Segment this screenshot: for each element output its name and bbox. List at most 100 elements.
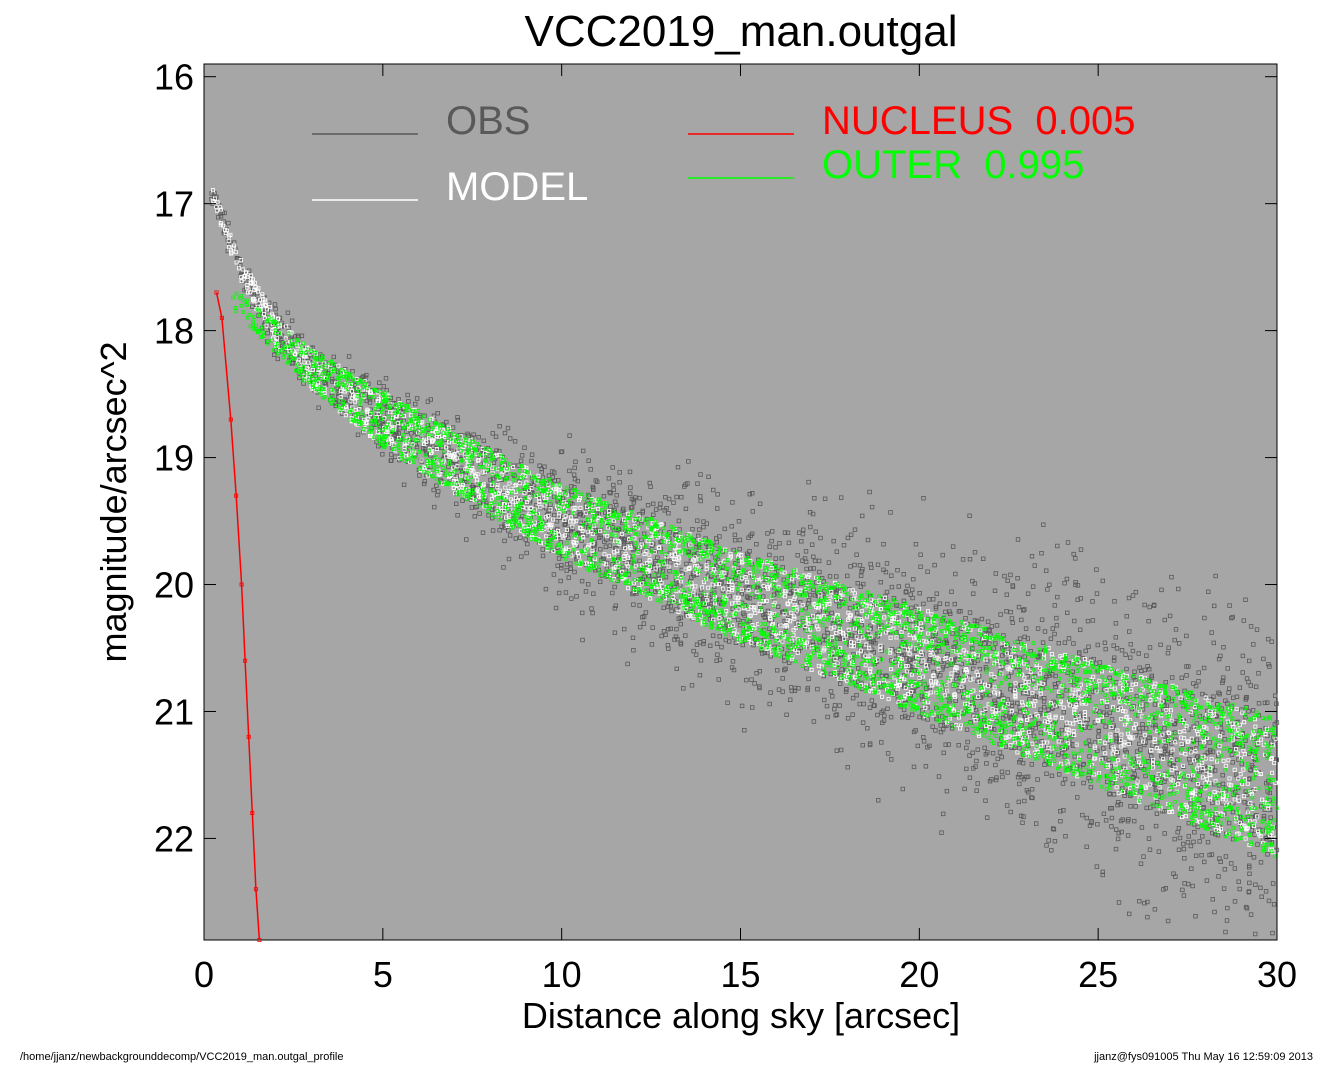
obs-point: [948, 611, 953, 616]
obs-point: [1248, 683, 1253, 688]
obs-point: [1083, 648, 1088, 654]
obs-point: [911, 577, 916, 582]
obs-point: [744, 677, 749, 683]
obs-point: [934, 591, 939, 596]
obs-point: [1048, 636, 1054, 641]
obs-point: [651, 512, 656, 517]
obs-point: [1220, 730, 1225, 735]
obs-point: [1263, 889, 1269, 894]
obs-point: [1199, 853, 1204, 858]
obs-point: [1075, 795, 1080, 800]
obs-point: [625, 661, 630, 667]
obs-point: [1056, 752, 1061, 758]
obs-point: [686, 459, 691, 464]
obs-point: [566, 575, 571, 580]
obs-point: [775, 604, 781, 609]
obs-point: [216, 215, 221, 220]
obs-point: [765, 531, 770, 536]
obs-point: [944, 788, 950, 794]
obs-point: [881, 718, 887, 723]
obs-point: [552, 512, 557, 518]
obs-point: [529, 458, 534, 464]
obs-point: [1202, 615, 1207, 621]
obs-point: [1172, 721, 1177, 727]
obs-point: [608, 536, 614, 542]
obs-point: [1073, 580, 1078, 585]
obs-point: [1055, 543, 1060, 549]
obs-point: [1222, 867, 1228, 872]
obs-point: [993, 700, 998, 706]
obs-point: [1035, 777, 1040, 782]
obs-point: [1201, 665, 1207, 671]
obs-point: [603, 544, 609, 549]
obs-point: [1163, 680, 1168, 685]
obs-point: [1176, 586, 1181, 592]
obs-point: [1202, 859, 1207, 865]
obs-point: [964, 766, 969, 772]
obs-point: [678, 621, 683, 627]
obs-point: [523, 537, 528, 542]
obs-point: [958, 609, 963, 614]
obs-point: [388, 395, 393, 401]
obs-point: [792, 688, 798, 693]
obs-point: [806, 601, 811, 606]
obs-point: [1039, 617, 1045, 622]
obs-point: [985, 815, 990, 820]
obs-point: [481, 438, 486, 443]
obs-point: [750, 705, 755, 710]
obs-point: [1094, 567, 1099, 572]
obs-point: [747, 491, 752, 497]
obs-point: [1109, 744, 1114, 749]
obs-point: [972, 660, 977, 665]
obs-point: [1165, 650, 1171, 656]
obs-point: [769, 634, 774, 639]
obs-point: [999, 769, 1005, 774]
obs-point: [711, 487, 716, 493]
obs-point: [1100, 872, 1105, 878]
obs-point: [730, 606, 735, 611]
obs-point: [696, 533, 701, 539]
obs-point: [698, 498, 703, 504]
obs-point: [1003, 713, 1008, 719]
obs-point: [1061, 808, 1066, 813]
obs-point: [1041, 522, 1046, 527]
obs-point: [810, 639, 815, 644]
obs-point: [1057, 772, 1062, 777]
obs-point: [985, 619, 991, 624]
obs-point: [285, 310, 291, 315]
obs-point: [678, 640, 683, 646]
obs-point: [1248, 767, 1253, 772]
obs-point: [1248, 624, 1254, 629]
obs-point: [1230, 760, 1235, 765]
obs-point: [1172, 721, 1178, 726]
obs-point: [376, 443, 381, 449]
obs-point: [1142, 901, 1147, 906]
obs-point: [1029, 762, 1034, 767]
obs-point: [933, 728, 938, 733]
obs-point: [1022, 798, 1027, 804]
obs-point: [1207, 740, 1212, 745]
obs-point: [1094, 864, 1100, 869]
obs-point: [1153, 722, 1158, 728]
obs-point: [486, 513, 491, 518]
obs-point: [1084, 844, 1089, 849]
obs-point: [367, 397, 372, 402]
obs-point: [932, 562, 937, 568]
obs-point: [1180, 887, 1185, 893]
obs-point: [590, 610, 595, 616]
obs-point: [845, 573, 850, 579]
obs-point: [1194, 721, 1200, 726]
obs-point: [854, 693, 859, 698]
obs-point: [780, 609, 785, 615]
obs-point: [1159, 587, 1164, 593]
obs-point: [708, 643, 713, 648]
obs-point: [967, 610, 973, 615]
obs-point: [417, 473, 422, 478]
obs-point: [1017, 746, 1022, 751]
obs-point: [518, 535, 523, 540]
obs-point: [447, 477, 453, 483]
obs-point: [1146, 735, 1151, 741]
obs-point: [544, 512, 550, 518]
obs-point: [1184, 633, 1189, 639]
obs-point: [329, 376, 335, 382]
